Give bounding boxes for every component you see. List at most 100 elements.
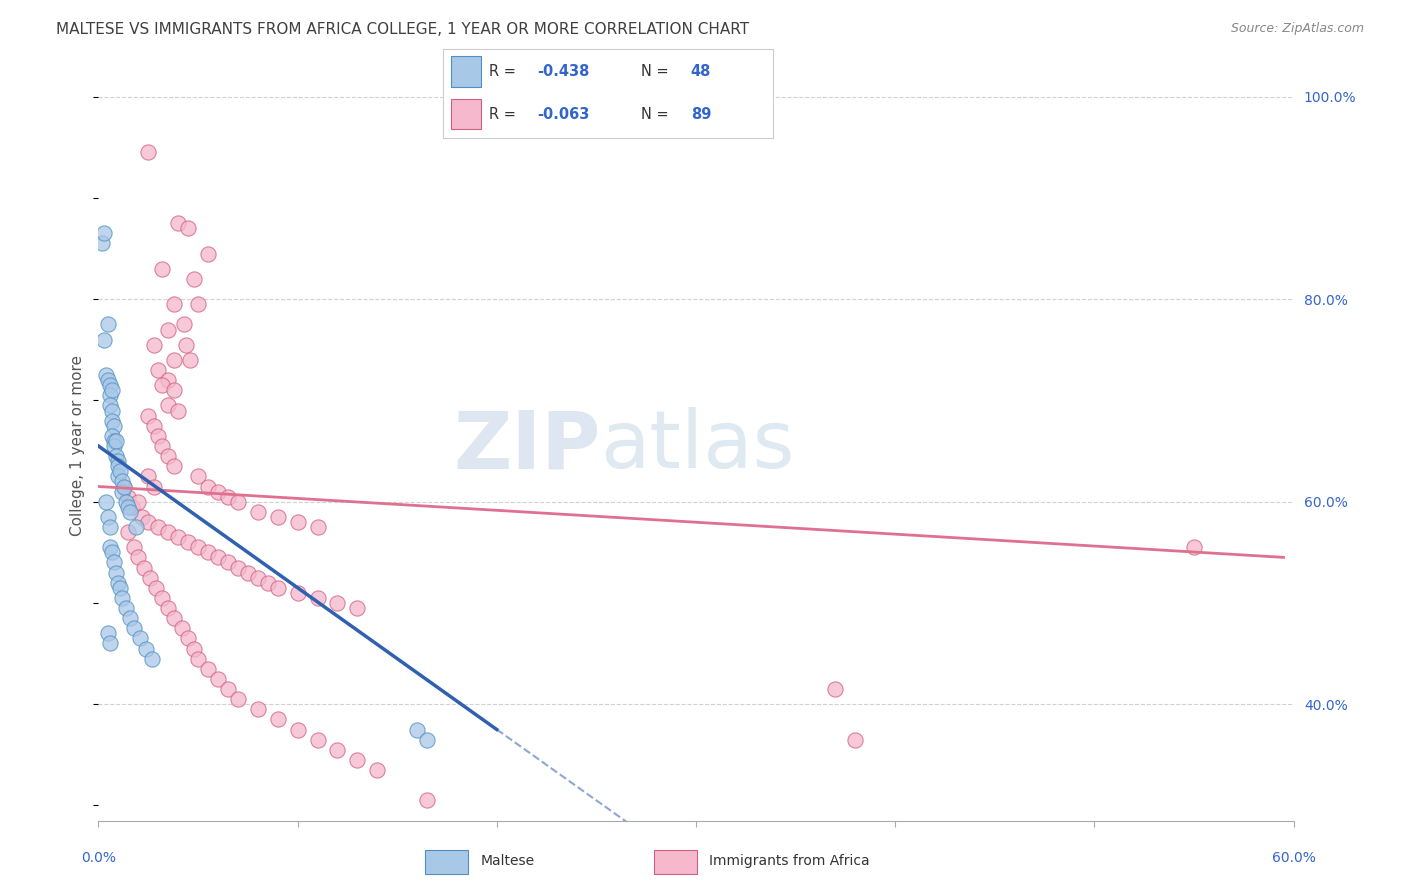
Point	[111, 484, 134, 499]
Point	[157, 601, 180, 615]
Y-axis label: College, 1 year or more: College, 1 year or more	[70, 356, 86, 536]
Point	[177, 221, 200, 235]
Point	[111, 475, 134, 489]
Point	[217, 681, 239, 696]
Point	[844, 732, 866, 747]
Point	[246, 571, 269, 585]
Point	[136, 409, 159, 423]
Point	[148, 520, 170, 534]
Point	[163, 384, 186, 398]
Point	[267, 581, 290, 595]
Point	[177, 632, 200, 646]
Point	[346, 601, 368, 615]
Point	[167, 530, 190, 544]
Point	[143, 337, 166, 351]
Point	[125, 520, 148, 534]
Point	[148, 429, 170, 443]
Point	[136, 515, 159, 529]
Point	[150, 261, 173, 276]
Point	[97, 509, 120, 524]
Point	[197, 545, 219, 559]
Point	[217, 556, 239, 570]
Point	[187, 541, 209, 555]
Point	[824, 681, 846, 696]
Point	[157, 399, 180, 413]
Point	[101, 384, 124, 398]
Point	[207, 550, 229, 565]
Text: 89: 89	[690, 107, 711, 121]
Point	[207, 672, 229, 686]
Text: R =: R =	[489, 64, 520, 78]
Text: 0.0%: 0.0%	[82, 851, 115, 865]
Point	[346, 753, 368, 767]
Text: 60.0%: 60.0%	[1271, 851, 1316, 865]
Point	[150, 591, 173, 605]
Point	[97, 626, 120, 640]
Point	[326, 743, 349, 757]
Point	[416, 793, 439, 807]
Point	[101, 545, 124, 559]
Point	[226, 692, 249, 706]
Point	[129, 632, 152, 646]
Point	[105, 566, 128, 580]
Bar	[451, 56, 481, 87]
Point	[124, 541, 146, 555]
Point	[226, 494, 249, 508]
Text: 48: 48	[690, 64, 711, 78]
Point	[136, 469, 159, 483]
Text: Source: ZipAtlas.com: Source: ZipAtlas.com	[1230, 22, 1364, 36]
Point	[157, 373, 180, 387]
Point	[139, 571, 162, 585]
Point	[246, 702, 269, 716]
Point	[187, 297, 209, 311]
Point	[98, 636, 122, 650]
Point	[127, 550, 149, 565]
Point	[103, 418, 125, 433]
Point	[256, 575, 278, 590]
Text: -0.438: -0.438	[537, 64, 589, 78]
Point	[103, 434, 125, 448]
Point	[187, 469, 209, 483]
Text: N =: N =	[641, 107, 673, 121]
Point	[197, 246, 219, 260]
Point	[117, 490, 139, 504]
Point	[107, 469, 129, 483]
Point	[141, 651, 163, 665]
Point	[98, 399, 122, 413]
Point	[183, 272, 205, 286]
Point	[187, 651, 209, 665]
Point	[97, 318, 120, 332]
Text: -0.063: -0.063	[537, 107, 589, 121]
Point	[246, 505, 269, 519]
Point	[157, 449, 180, 463]
Point	[98, 388, 122, 402]
Point	[117, 500, 139, 514]
Point	[307, 520, 329, 534]
Text: Immigrants from Africa: Immigrants from Africa	[709, 854, 870, 868]
Point	[157, 322, 180, 336]
Point	[103, 439, 125, 453]
Point	[226, 560, 249, 574]
Point	[107, 454, 129, 468]
Point	[115, 601, 138, 615]
Point	[307, 732, 329, 747]
Point	[105, 434, 128, 448]
Point	[111, 591, 134, 605]
Point	[143, 418, 166, 433]
Point	[103, 556, 125, 570]
Point	[157, 524, 180, 539]
Point	[93, 227, 115, 241]
Point	[163, 459, 186, 474]
Point	[197, 479, 219, 493]
Point	[110, 464, 132, 478]
Point	[136, 145, 159, 160]
Point	[143, 479, 166, 493]
Point	[326, 596, 349, 610]
Point	[183, 641, 205, 656]
Point	[115, 494, 138, 508]
Point	[121, 500, 143, 514]
Point	[97, 373, 120, 387]
Point	[112, 479, 135, 493]
Text: N =: N =	[641, 64, 673, 78]
Point	[134, 560, 156, 574]
